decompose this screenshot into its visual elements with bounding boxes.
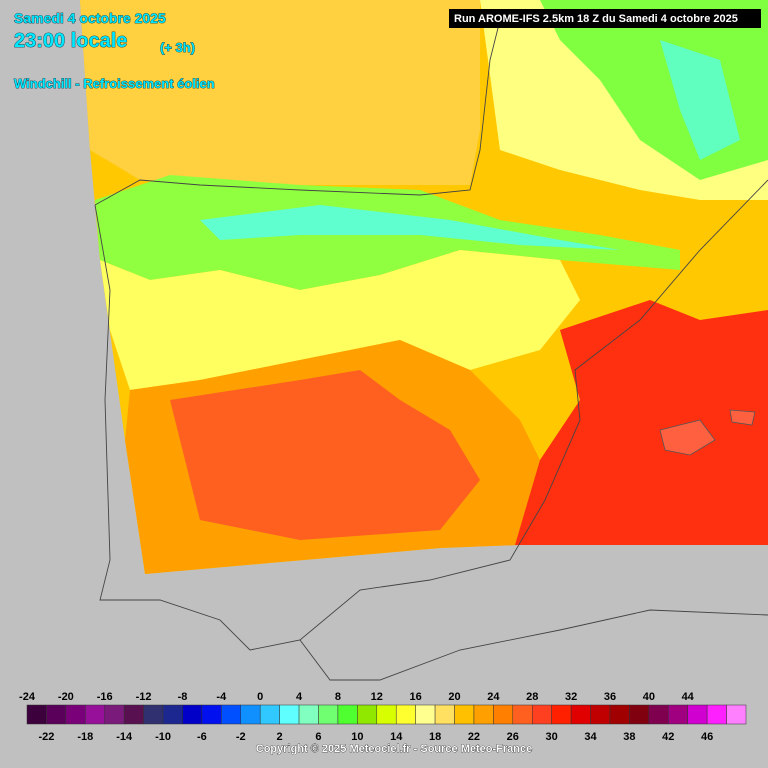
color-swatch: [415, 704, 436, 725]
color-swatch: [376, 704, 397, 725]
color-swatch: [279, 704, 300, 725]
colorbar-label: 44: [682, 691, 695, 703]
colorbar-label: -20: [58, 691, 74, 703]
colorbar-label: 26: [507, 731, 519, 743]
colorbar-label: 32: [565, 691, 577, 703]
color-swatch: [221, 704, 242, 725]
color-swatch: [687, 704, 708, 725]
color-swatch: [259, 704, 280, 725]
colorbar-label: 36: [604, 691, 616, 703]
colorbar-label: -14: [116, 731, 133, 743]
map-field: [80, 0, 768, 574]
color-swatch: [512, 704, 533, 725]
color-swatch: [706, 704, 727, 725]
colorbar-label: 30: [546, 731, 558, 743]
colorbar-label: 38: [623, 731, 635, 743]
color-swatch: [123, 704, 144, 725]
color-swatch: [648, 704, 669, 725]
color-swatch: [143, 704, 164, 725]
color-swatch: [298, 704, 319, 725]
color-swatch: [395, 704, 416, 725]
color-swatch: [493, 704, 514, 725]
colorbar-label: -8: [178, 691, 188, 703]
color-swatch: [590, 704, 611, 725]
coastlines: [94, 19, 768, 681]
date-label: Samedi 4 octobre 2025: [14, 10, 166, 26]
colorbar-label: 40: [643, 691, 655, 703]
color-swatch: [473, 704, 494, 725]
colorbar-label: 28: [526, 691, 538, 703]
colorbar-label: 4: [296, 691, 303, 703]
offset-label: (+ 3h): [160, 40, 195, 55]
colorbar-label: 6: [315, 731, 321, 743]
colorbar-label: 42: [662, 731, 674, 743]
colorbar-label: 46: [701, 731, 713, 743]
color-swatch: [46, 704, 67, 725]
color-swatch: [85, 704, 105, 725]
color-swatch: [182, 704, 203, 725]
colorbar-label: -22: [38, 731, 54, 743]
parameter-label: Windchill - Refroissement éolien: [14, 76, 215, 91]
colorbar-label: 24: [487, 691, 500, 703]
time-label: 23:00 locale: [14, 30, 127, 52]
color-swatch: [726, 704, 747, 725]
colorbar-label: -18: [77, 731, 93, 743]
colorbar-label: 18: [429, 731, 441, 743]
colorbar-label: 2: [277, 731, 283, 743]
color-swatch: [162, 704, 183, 725]
color-swatch: [551, 704, 572, 725]
copyright: Copyright © 2025 Meteociel.fr - Source M…: [256, 743, 532, 755]
colorbar-label: -16: [97, 691, 113, 703]
color-swatch: [434, 704, 455, 725]
color-swatch: [104, 704, 125, 725]
colorbar-label: -4: [216, 691, 227, 703]
color-swatch: [629, 704, 650, 725]
colorbar-label: 0: [257, 691, 263, 703]
run-label: Run AROME-IFS 2.5km 18 Z du Samedi 4 oct…: [454, 13, 738, 25]
color-swatch: [609, 704, 630, 725]
colorbar-label: 8: [335, 691, 341, 703]
colorbar-label: -12: [136, 691, 152, 703]
color-swatch: [357, 704, 378, 725]
colorbar: -24-22-20-18-16-14-12-10-8-6-4-202468101…: [19, 691, 747, 743]
colorbar-label: 12: [371, 691, 383, 703]
color-swatch: [668, 704, 688, 725]
colorbar-label: -10: [155, 731, 171, 743]
color-swatch: [65, 704, 86, 725]
run-box: [449, 9, 761, 28]
color-swatch: [26, 704, 47, 725]
color-swatch: [201, 704, 222, 725]
colorbar-label: -2: [236, 731, 246, 743]
colorbar-label: 14: [390, 731, 403, 743]
color-swatch: [531, 704, 552, 725]
color-swatch: [318, 704, 339, 725]
colorbar-label: 34: [584, 731, 597, 743]
colorbar-label: 10: [351, 731, 363, 743]
color-swatch: [337, 704, 358, 725]
colorbar-label: 22: [468, 731, 480, 743]
colorbar-label: 16: [410, 691, 422, 703]
colorbar-label: 20: [448, 691, 460, 703]
colorbar-label: -24: [19, 691, 36, 703]
color-swatch: [570, 704, 591, 725]
colorbar-label: -6: [197, 731, 207, 743]
color-swatch: [240, 704, 261, 725]
color-swatch: [454, 704, 475, 725]
